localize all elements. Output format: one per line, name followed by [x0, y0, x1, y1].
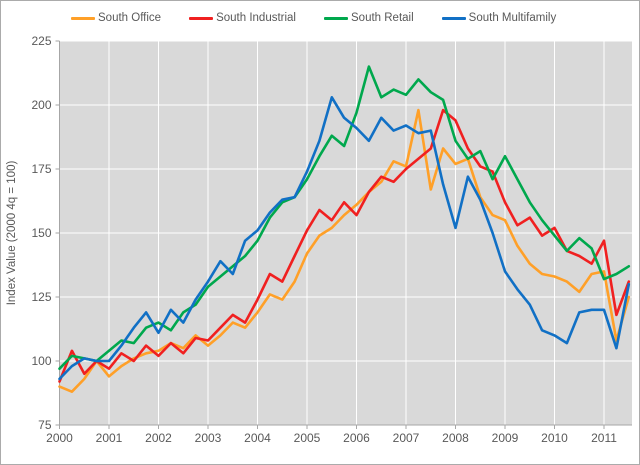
chart-legend: South Office South Industrial South Retail… — [71, 12, 556, 24]
x-tick-label: 2008 — [442, 431, 469, 445]
x-tick-label: 2009 — [492, 431, 519, 445]
x-tick-label: 2006 — [343, 431, 370, 445]
series-line-south-multifamily — [58, 96, 631, 381]
y-tick-label: 225 — [31, 34, 51, 48]
x-tick-label: 2007 — [393, 431, 420, 445]
x-tick-label: 2004 — [244, 431, 271, 445]
x-tick-label: 2005 — [294, 431, 321, 445]
legend-item-south-industrial: South Industrial — [189, 12, 296, 24]
y-tick-label: 150 — [31, 226, 51, 240]
legend-label: South Retail — [351, 12, 414, 24]
series-line-south-industrial — [58, 108, 631, 383]
legend-swatch — [441, 16, 466, 20]
x-tick-label: 2010 — [541, 431, 568, 445]
y-tick-label: 100 — [31, 354, 51, 368]
x-tick-label: 2002 — [145, 431, 172, 445]
legend-swatch — [71, 16, 95, 20]
legend-item-south-retail: South Retail — [324, 12, 414, 24]
legend-label: South Industrial — [216, 12, 296, 24]
legend-item-south-multifamily: South Multifamily — [441, 12, 557, 24]
y-tick-label: 125 — [31, 290, 51, 304]
y-tick-label: 75 — [38, 418, 52, 432]
y-axis-title: Index Value (2000 4q = 100) — [6, 161, 18, 306]
legend-swatch — [324, 16, 348, 20]
y-tick-label: 175 — [31, 162, 51, 176]
x-tick-label: 2011 — [591, 431, 617, 445]
x-tick-label: 2000 — [46, 431, 73, 445]
legend-label: South Multifamily — [468, 12, 557, 24]
legend-item-south-office: South Office — [71, 12, 161, 24]
y-tick-label: 200 — [31, 98, 51, 112]
x-tick-label: 2003 — [195, 431, 222, 445]
legend-swatch — [189, 16, 214, 20]
legend-label: South Office — [98, 12, 162, 24]
x-tick-label: 2001 — [96, 431, 123, 445]
